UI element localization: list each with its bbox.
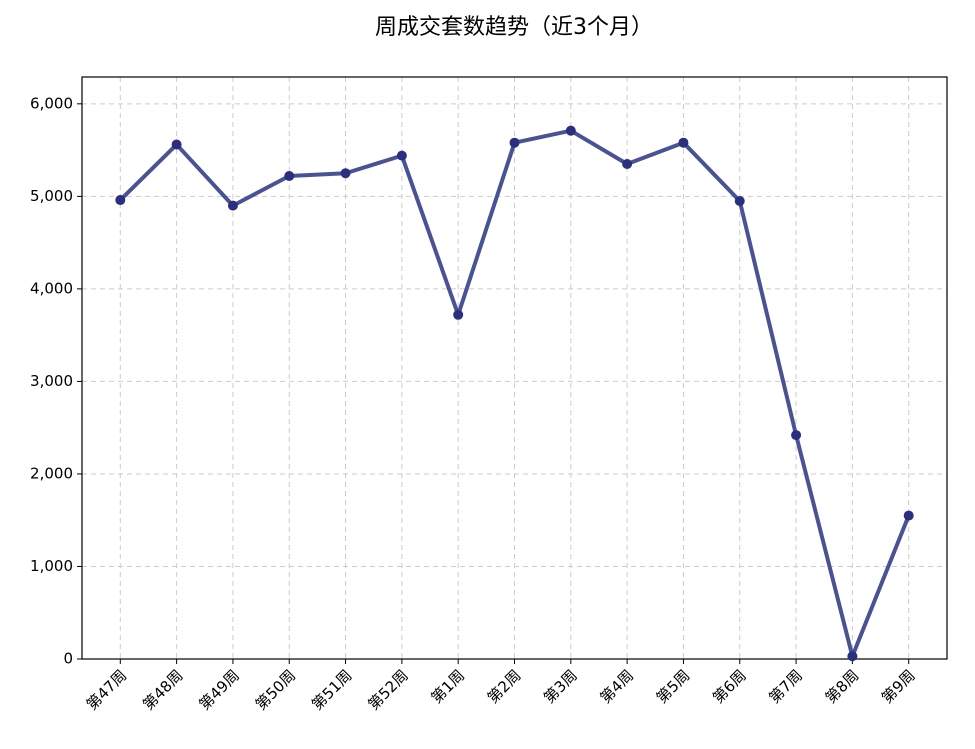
- y-tick-label: 0: [63, 650, 73, 668]
- data-point: [791, 430, 802, 441]
- data-point: [509, 137, 520, 148]
- data-point: [903, 510, 914, 521]
- data-point: [115, 195, 126, 206]
- data-point: [622, 158, 633, 169]
- y-tick-label: 1,000: [30, 557, 73, 575]
- y-tick-label: 5,000: [30, 187, 73, 205]
- data-point: [565, 125, 576, 136]
- data-point: [847, 651, 858, 662]
- data-point: [678, 137, 689, 148]
- data-point: [227, 200, 238, 211]
- plot-frame: [81, 76, 948, 660]
- data-point: [396, 150, 407, 161]
- y-tick-label: 4,000: [30, 279, 73, 297]
- data-point: [171, 139, 182, 150]
- data-point: [734, 195, 745, 206]
- data-point: [284, 171, 295, 182]
- data-point: [340, 168, 351, 179]
- y-tick-label: 3,000: [30, 372, 73, 390]
- y-tick-label: 2,000: [30, 464, 73, 482]
- data-point: [453, 309, 464, 320]
- chart-title: 周成交套数趋势（近3个月）: [375, 15, 653, 40]
- y-tick-label: 6,000: [30, 94, 73, 112]
